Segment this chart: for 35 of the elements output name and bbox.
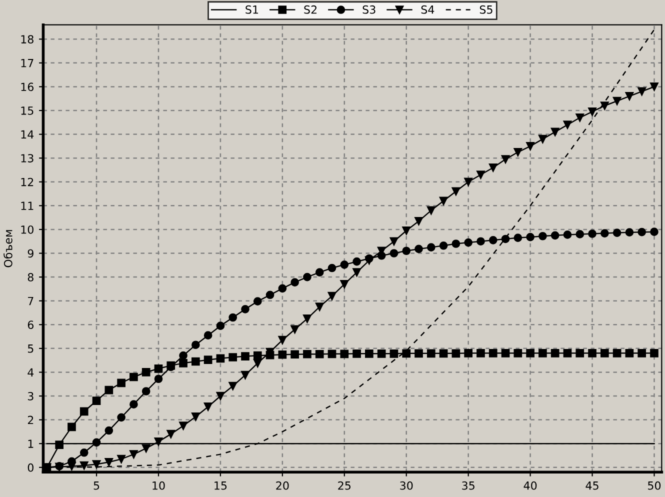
y-tick-label: 4 <box>28 368 34 376</box>
y-tick-label: 5 <box>28 344 34 353</box>
y-tick-label: 14 <box>21 130 34 139</box>
legend-label: S5 <box>480 5 492 14</box>
y-tick-label: 3 <box>28 392 34 400</box>
y-tick-label: 2 <box>28 416 34 424</box>
legend-label: S4 <box>421 5 434 14</box>
y-tick-label: 15 <box>21 106 34 115</box>
y-tick-label: 6 <box>28 320 34 330</box>
y-tick-label: 17 <box>21 59 34 68</box>
x-tick-label: 20 <box>276 481 289 490</box>
y-tick-label: 8 <box>28 273 34 282</box>
y-tick-label: 18 <box>21 35 34 44</box>
legend-label: S2 <box>304 5 316 14</box>
y-tick-label: 11 <box>21 202 34 210</box>
y-tick-label: 12 <box>21 178 34 186</box>
x-tick-label: 10 <box>152 481 165 490</box>
x-tick-label: 45 <box>586 482 598 490</box>
x-tick-label: 35 <box>462 481 474 490</box>
y-axis-title: Объем <box>4 230 12 268</box>
y-tick-label: 9 <box>28 249 34 258</box>
x-tick-label: 25 <box>338 481 350 490</box>
x-tick-label: 30 <box>400 481 413 490</box>
x-tick-label: 5 <box>94 482 100 490</box>
y-tick-label: 1 <box>28 440 34 448</box>
x-tick-label: 40 <box>524 481 537 490</box>
y-tick-label: 13 <box>21 154 34 162</box>
x-tick-label: 50 <box>648 481 661 490</box>
y-tick-label: 7 <box>28 296 34 306</box>
legend-label: S1 <box>246 5 258 14</box>
x-tick-label: 15 <box>214 482 227 490</box>
y-tick-label: 0 <box>28 463 34 472</box>
legend-label: S3 <box>362 5 376 14</box>
y-tick-label: 10 <box>21 225 34 234</box>
y-tick-label: 16 <box>21 82 34 92</box>
